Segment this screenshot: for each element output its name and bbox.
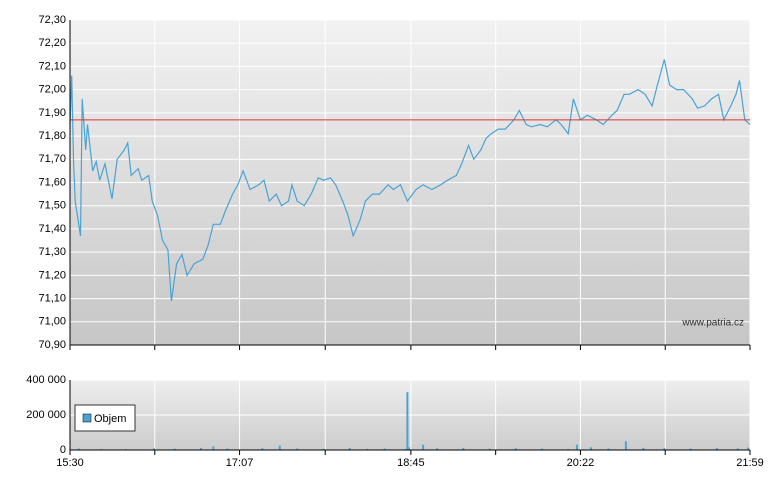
legend-label: Objem	[94, 413, 126, 425]
volume-bar	[408, 447, 411, 450]
x-tick-label: 15:30	[56, 457, 84, 469]
volume-bar	[366, 448, 369, 450]
volume-bar	[589, 447, 592, 450]
y-tick-label: 72,30	[38, 14, 66, 26]
volume-bar	[296, 448, 299, 450]
volume-bar	[514, 448, 517, 450]
y-tick-label: 71,00	[38, 316, 66, 328]
y-tick-label: 71,30	[38, 246, 66, 258]
volume-bar	[100, 448, 103, 450]
volume-bar	[226, 448, 229, 450]
volume-bar	[715, 448, 718, 450]
volume-bar	[488, 448, 491, 450]
y-tick-label: 71,70	[38, 153, 66, 165]
y-tick-label: 72,00	[38, 84, 66, 96]
volume-bar	[689, 448, 692, 450]
y-tick-label: 0	[60, 444, 66, 456]
volume-bar	[322, 448, 325, 450]
volume-bar	[462, 447, 465, 450]
volume-bar	[422, 444, 425, 450]
y-tick-label: 72,20	[38, 37, 66, 49]
volume-bar	[261, 448, 264, 450]
price-line	[69, 59, 751, 301]
y-tick-label: 71,60	[38, 176, 66, 188]
volume-bar	[575, 444, 578, 450]
volume-bar	[173, 448, 176, 450]
volume-bar	[212, 446, 215, 450]
volume-bar	[278, 445, 281, 450]
volume-bar	[406, 392, 409, 450]
y-tick-label: 71,20	[38, 269, 66, 281]
volume-bar	[624, 441, 627, 450]
y-tick-label: 71,40	[38, 223, 66, 235]
y-tick-label: 71,90	[38, 107, 66, 119]
y-tick-label: 71,50	[38, 200, 66, 212]
volume-bar	[567, 448, 570, 450]
x-tick-label: 20:22	[567, 457, 595, 469]
y-tick-label: 71,10	[38, 292, 66, 304]
x-tick-label: 21:59	[736, 457, 764, 469]
volume-bar	[383, 448, 386, 450]
volume-bar	[540, 448, 543, 450]
volume-bar	[152, 448, 155, 450]
volume-bar	[348, 448, 351, 450]
volume-bar	[663, 448, 666, 450]
y-tick-label: 400 000	[26, 374, 66, 386]
volume-bar	[747, 447, 750, 450]
volume-bar	[642, 447, 645, 450]
volume-bar	[200, 447, 203, 450]
volume-bar	[736, 448, 739, 450]
x-tick-label: 17:07	[226, 457, 254, 469]
y-tick-label: 71,80	[38, 130, 66, 142]
y-tick-label: 70,90	[38, 339, 66, 351]
volume-bar	[607, 448, 610, 450]
volume-bar	[436, 448, 439, 450]
legend-swatch	[82, 413, 92, 423]
y-tick-label: 200 000	[26, 409, 66, 421]
watermark: www.patria.cz	[681, 318, 744, 329]
volume-bar	[77, 448, 80, 450]
x-tick-label: 18:45	[397, 457, 425, 469]
y-tick-label: 72,10	[38, 60, 66, 72]
